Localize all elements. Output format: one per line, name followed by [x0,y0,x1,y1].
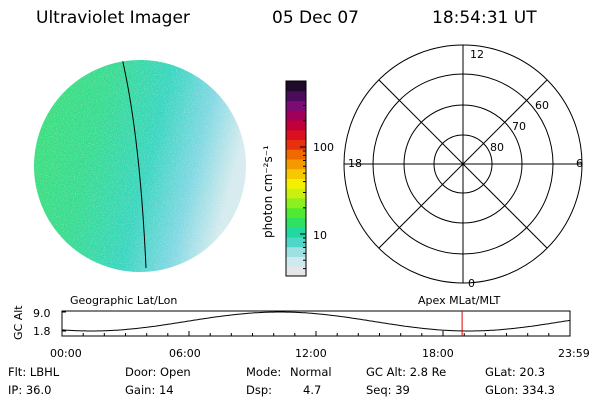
colorbar-swatch [286,139,306,150]
colorbar-swatch [286,237,306,248]
date-label: 05 Dec 07 [272,8,359,28]
polar-ring-50 [343,44,583,284]
info-dsp-value: 4.7 [303,383,322,397]
time-label: 18:54:31 UT [432,8,537,28]
colorbar-swatch [286,227,306,238]
info-door: Door: Open [125,365,191,379]
mlt-label-12: 12 [470,48,484,61]
info-mode-value: Normal [290,365,332,379]
timeline-right-title: Apex MLat/MLT [418,294,501,307]
timeline-ytick-1.8: 1.8 [33,325,51,338]
colorbar-swatch [286,159,306,170]
colorbar-swatch [286,178,306,189]
colorbar-swatch [286,256,306,267]
info-glon: GLon: 334.3 [485,383,555,397]
colorbar-swatch [286,110,306,121]
colorbar-swatch [286,168,306,179]
colorbar-swatch [286,120,306,131]
colorbar-swatch [286,246,306,257]
colorbar-tick-label-10: 10 [313,229,327,242]
timeline-ytick-9: 9.0 [33,307,51,320]
timeline-xtick-1200: 12:00 [295,347,327,360]
timeline-frame [61,310,571,337]
mlt-label-6: 6 [576,157,583,170]
timeline-xtick-0000: 00:00 [50,347,82,360]
polar-diagonal-b [378,79,548,249]
timeline-xtick-2359: 23:59 [558,347,590,360]
instrument-title: Ultraviolet Imager [36,8,190,28]
info-flt: Flt: LBHL [8,365,60,379]
lat-label-60: 60 [535,99,549,112]
colorbar-swatch [286,90,306,101]
info-gcalt: GC Alt: 2.8 Re [366,365,447,379]
polar-diagonal-a [378,79,548,249]
timeline-ylabel: GC Alt [12,305,25,340]
info-ip: IP: 36.0 [8,383,52,397]
polar-ring-70 [403,104,523,224]
colorbar-swatch [286,149,306,160]
colorbar-tick-label-100: 100 [313,141,334,154]
colorbar-unit-label: photon cm⁻²s⁻¹ [261,145,275,238]
lat-label-70: 70 [512,120,526,133]
colorbar-frame [285,80,307,277]
colorbar-swatch [286,207,306,218]
polar-ring-60 [372,73,554,255]
info-seq: Seq: 39 [366,383,410,397]
info-dsp-label: Dsp: [246,383,273,397]
altitude-curve [61,311,571,332]
colorbar-swatch [286,129,306,140]
colorbar-swatch [286,188,306,199]
info-gain: Gain: 14 [125,383,174,397]
info-mode-label: Mode: [246,365,282,379]
colorbar-swatch [286,100,306,111]
timeline-xtick-0600: 06:00 [169,347,201,360]
colorbar-swatch [286,217,306,228]
timeline-left-title: Geographic Lat/Lon [70,294,178,307]
lat-label-80: 80 [490,141,504,154]
polar-ring-80 [433,134,493,194]
colorbar-swatch [286,81,306,92]
terminator-line [121,60,147,269]
colorbar-swatch [286,266,306,277]
mlt-label-18: 18 [348,157,362,170]
mlt-label-0: 0 [468,277,475,290]
info-glat: GLat: 20.3 [485,365,546,379]
colorbar-swatch [286,198,306,209]
timeline-xtick-1800: 18:00 [422,347,454,360]
